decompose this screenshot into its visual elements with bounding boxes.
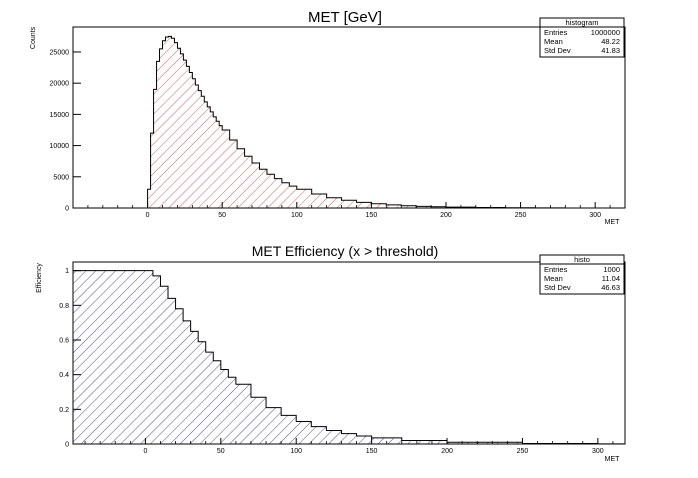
met-y-axis-label: Counts (30, 26, 37, 49)
efficiency-stats-entries-value: 1000 (603, 265, 620, 274)
efficiency-histogram-bars (72, 270, 626, 445)
met-stats-title: histogram (566, 18, 599, 27)
met-y-tick-label: 0 (65, 206, 69, 213)
efficiency-x-tick-label: 100 (290, 448, 302, 455)
efficiency-x-axis-label: MET (605, 456, 621, 463)
met-stats-stddev-value: 41.83 (601, 46, 620, 55)
efficiency-y-tick-label: 0.4 (59, 372, 69, 379)
met-x-tick-label: 300 (589, 212, 601, 219)
efficiency-y-tick-label: 0.6 (59, 338, 69, 345)
efficiency-x-tick-label: 0 (143, 448, 147, 455)
met-x-axis-label: MET (605, 219, 621, 226)
met-y-tick-label: 20000 (50, 81, 70, 88)
met-stats-entries-value: 1000000 (591, 28, 620, 37)
efficiency-x-tick-label: 150 (366, 448, 378, 455)
efficiency-y-tick-label: 0.8 (59, 303, 69, 310)
efficiency-chart-title: MET Efficiency (x > threshold) (252, 243, 439, 259)
efficiency-x-tick-label: 50 (217, 448, 225, 455)
efficiency-stats-stddev-value: 46.63 (601, 283, 620, 292)
efficiency-stats-entries-label: Entries (544, 265, 568, 274)
efficiency-stats-title: histo (574, 255, 590, 264)
met-y-tick-label: 5000 (53, 174, 69, 181)
met-stats-stddev-label: Std Dev (544, 46, 571, 55)
met-x-tick-label: 50 (218, 212, 226, 219)
efficiency-y-tick-label: 0.2 (59, 407, 69, 414)
met-y-tick-label: 10000 (50, 143, 70, 150)
efficiency-x-tick-label: 250 (517, 448, 529, 455)
met-x-tick-label: 250 (515, 212, 527, 219)
efficiency-y-tick-label: 1 (65, 268, 69, 275)
met-x-tick-label: 100 (291, 212, 303, 219)
met-y-tick-label: 15000 (50, 112, 70, 119)
efficiency-stats-border (539, 254, 625, 295)
efficiency-x-tick-label: 200 (441, 448, 453, 455)
efficiency-y-tick-label: 0 (65, 442, 69, 449)
met-x-tick-label: 200 (440, 212, 452, 219)
met-stats-border (539, 17, 625, 58)
efficiency-stats-box: histo Entries 1000 Mean 11.04 Std Dev 46… (539, 254, 625, 295)
efficiency-plot-area: 0 50 100 150 200 250 300 0 0.2 0.4 0.6 0.8 1 (59, 261, 626, 455)
met-x-tick-label: 0 (146, 212, 150, 219)
met-histogram-panel: MET [GeV] Counts MET 0 50 100 150 200 250 3000… (30, 9, 626, 226)
met-stats-mean-label: Mean (544, 37, 563, 46)
efficiency-histogram-panel: MET Efficiency (x > threshold) Efficienc… (36, 243, 626, 463)
met-x-tick-label: 150 (366, 212, 378, 219)
met-chart-title: MET [GeV] (308, 9, 382, 26)
met-stats-mean-value: 48.22 (601, 37, 620, 46)
met-y-tick-label: 25000 (50, 49, 70, 56)
met-stats-entries-label: Entries (544, 28, 568, 37)
efficiency-x-tick-label: 300 (592, 448, 604, 455)
efficiency-stats-stddev-label: Std Dev (544, 283, 571, 292)
efficiency-y-axis-label: Efficiency (36, 263, 43, 293)
met-plot-area: 0 50 100 150 200 250 300 0 5000 10000 15000 20000 25… (50, 26, 626, 219)
efficiency-stats-mean-label: Mean (544, 274, 563, 283)
efficiency-stats-mean-value: 11.04 (602, 274, 620, 283)
met-stats-box: histogram Entries 1000000 Mean 48.22 Std… (539, 17, 625, 58)
met-histogram-bars (147, 35, 596, 209)
